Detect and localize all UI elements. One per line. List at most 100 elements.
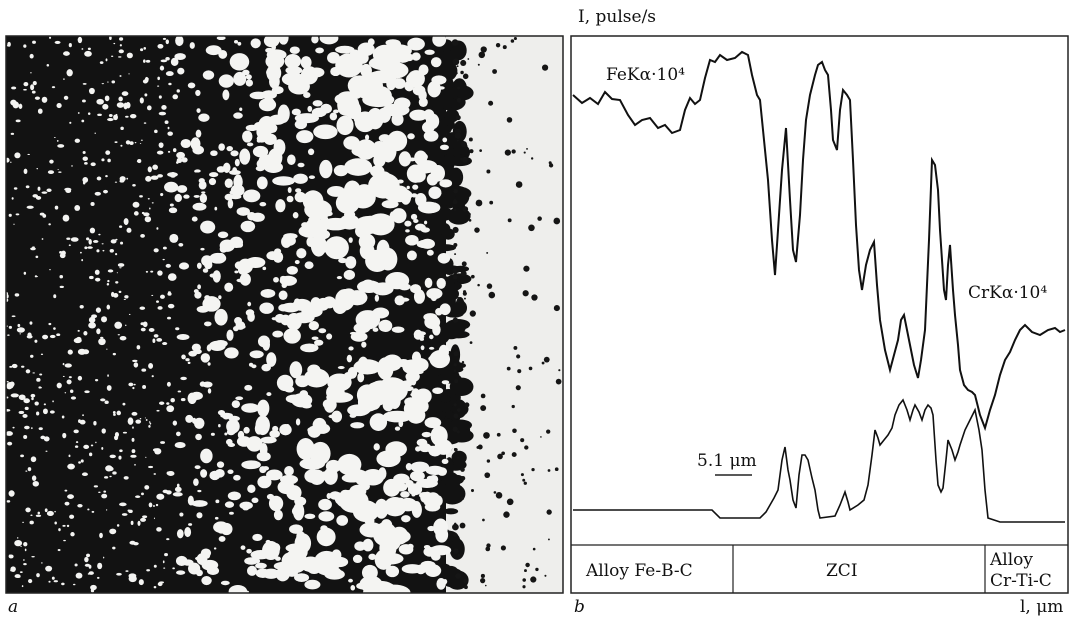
texture-blob [329, 112, 338, 121]
texture-blob [88, 316, 96, 324]
texture-blob [452, 275, 458, 280]
texture-blob [275, 199, 286, 213]
texture-blob [93, 485, 99, 488]
texture-blob [369, 413, 388, 431]
texture-blob [486, 169, 491, 174]
texture-blob [457, 297, 460, 300]
texture-blob [14, 293, 20, 297]
texture-blob [405, 463, 413, 471]
zone-label: ZCI [826, 561, 858, 581]
texture-blob [398, 151, 412, 167]
texture-blob [409, 109, 428, 121]
texture-blob [167, 273, 177, 281]
texture-blob [31, 555, 35, 558]
texture-blob [257, 335, 270, 348]
texture-blob [489, 200, 494, 205]
texture-blob [266, 97, 275, 109]
texture-blob [486, 251, 489, 254]
texture-blob [554, 467, 559, 472]
texture-blob [343, 180, 361, 202]
texture-blob [27, 467, 32, 472]
texture-blob [98, 233, 101, 236]
texture-blob [59, 251, 63, 254]
texture-blob [144, 417, 147, 419]
texture-blob [74, 138, 81, 143]
texture-blob [444, 268, 455, 275]
texture-blob [103, 556, 105, 559]
texture-blob [456, 456, 460, 459]
texture-blob [308, 67, 325, 78]
texture-blob [84, 556, 89, 563]
texture-blob [522, 578, 526, 582]
texture-blob [214, 469, 225, 478]
texture-blob [295, 418, 301, 426]
texture-blob [244, 384, 253, 391]
texture-blob [278, 304, 289, 312]
texture-blob [153, 334, 159, 338]
texture-blob [113, 114, 118, 121]
texture-blob [143, 122, 147, 124]
texture-blob [333, 165, 349, 177]
texture-blob [105, 174, 108, 178]
texture-blob [220, 580, 230, 586]
texture-blob [441, 380, 450, 385]
texture-blob [374, 549, 393, 570]
texture-blob [401, 564, 423, 574]
texture-blob [21, 585, 24, 588]
texture-blob [116, 102, 125, 108]
texture-blob [233, 71, 247, 86]
texture-blob [493, 491, 497, 494]
texture-blob [67, 494, 74, 499]
texture-blob [424, 277, 433, 289]
texture-blob [151, 202, 154, 204]
texture-blob [82, 156, 88, 161]
texture-blob [28, 578, 33, 584]
texture-blob [48, 580, 51, 583]
texture-blob [162, 37, 167, 40]
texture-blob [234, 40, 239, 44]
texture-blob [82, 82, 87, 85]
texture-blob [8, 213, 12, 217]
texture-blob [356, 280, 381, 294]
texture-blob [162, 246, 167, 250]
texture-blob [18, 410, 25, 415]
texture-blob [372, 327, 379, 332]
texture-blob [177, 67, 185, 75]
texture-blob [468, 137, 473, 142]
texture-blob [46, 63, 50, 67]
texture-blob [203, 185, 207, 188]
texture-blob [70, 396, 77, 400]
texture-blob [200, 247, 205, 251]
texture-blob [74, 563, 78, 567]
texture-blob [140, 322, 145, 326]
texture-blob [271, 542, 281, 553]
texture-blob [176, 89, 180, 93]
texture-blob [376, 450, 401, 468]
texture-blob [139, 143, 142, 145]
texture-blob [257, 475, 272, 489]
texture-blob [10, 132, 15, 135]
texture-blob [144, 76, 149, 83]
texture-blob [456, 300, 460, 303]
texture-blob [135, 495, 141, 499]
texture-blob [54, 40, 61, 44]
texture-blob [81, 48, 84, 50]
texture-blob [259, 202, 267, 207]
texture-blob [360, 63, 372, 78]
texture-blob [79, 305, 84, 309]
texture-blob [415, 332, 421, 338]
texture-blob [260, 90, 277, 100]
texture-blob [296, 248, 307, 259]
texture-blob [391, 113, 404, 126]
texture-blob [184, 527, 192, 538]
texture-blob [84, 390, 90, 394]
texture-blob [237, 430, 245, 440]
texture-blob [242, 189, 261, 203]
texture-blob [160, 59, 168, 63]
texture-blob [464, 297, 466, 300]
texture-blob [35, 411, 40, 416]
texture-blob [350, 585, 356, 591]
texture-blob [26, 205, 34, 209]
texture-blob [51, 576, 55, 580]
texture-blob [291, 108, 301, 116]
